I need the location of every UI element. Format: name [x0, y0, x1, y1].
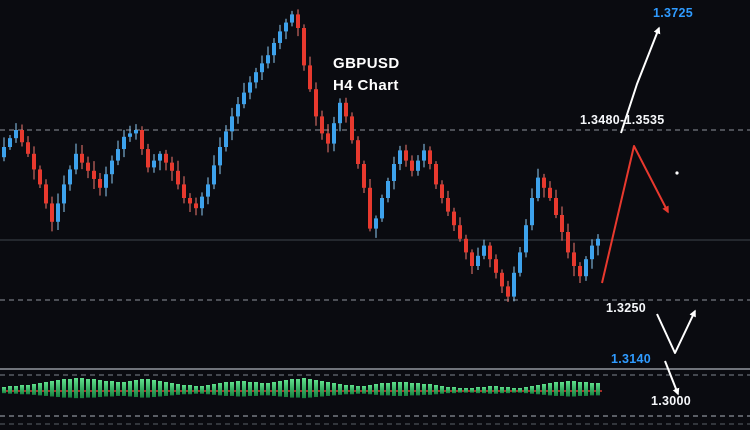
price-label-13250: 1.3250 [606, 301, 647, 315]
timeframe-label: H4 Chart [333, 77, 399, 94]
symbol-label: GBPUSD [333, 55, 400, 72]
price-label-13140: 1.3140 [611, 352, 652, 366]
chart-title: GBPUSD H4 Chart [333, 53, 400, 97]
price-label-13000: 1.3000 [651, 394, 692, 408]
price-label-13725: 1.3725 [653, 6, 694, 20]
price-label-resistance-zone: 1.3480-1.3535 [580, 113, 665, 127]
